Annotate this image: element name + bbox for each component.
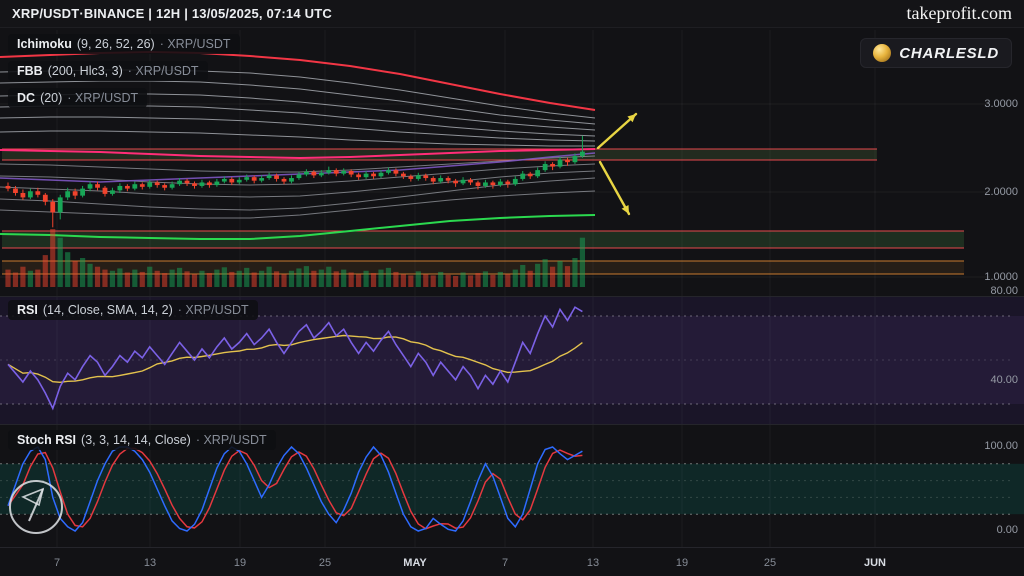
legend-rsi-params: (14, Close, SMA, 14, 2) xyxy=(42,303,173,317)
gold-coin-icon xyxy=(873,44,892,62)
time-axis-label[interactable]: 19 xyxy=(675,557,689,569)
legend-ichimoku-name: Ichimoku xyxy=(17,37,72,51)
legend-dc[interactable]: DC (20) · XRP/USDT xyxy=(8,88,148,108)
legend-ichimoku-params: (9, 26, 52, 26) xyxy=(76,37,155,51)
legend-dc-symbol: · XRP/USDT xyxy=(67,91,139,105)
chart-title: XRP/USDT·BINANCE | 12H | 13/05/2025, 07:… xyxy=(12,6,332,21)
price-scale-label[interactable]: 80.00 xyxy=(990,285,1018,297)
legend-stoch-rsi[interactable]: Stoch RSI (3, 3, 14, 14, Close) · XRP/US… xyxy=(8,430,276,450)
charlesld-watermark: CHARLESLD xyxy=(860,38,1012,68)
price-scale-label[interactable]: 40.00 xyxy=(990,374,1018,386)
legend-dc-name: DC xyxy=(17,91,36,105)
time-axis-label[interactable]: 13 xyxy=(143,557,157,569)
price-scale-label[interactable]: 0.00 xyxy=(996,524,1018,536)
time-axis-label[interactable]: 7 xyxy=(53,557,61,569)
time-axis-label[interactable]: 13 xyxy=(586,557,600,569)
legend-fbb-name: FBB xyxy=(17,64,43,78)
legend-stoch-rsi-symbol: · XRP/USDT xyxy=(195,433,267,447)
legend-ichimoku-symbol: · XRP/USDT xyxy=(159,37,231,51)
price-scale-label[interactable]: 100.00 xyxy=(984,440,1018,452)
legend-rsi-name: RSI xyxy=(17,303,38,317)
legend-dc-params: (20) xyxy=(40,91,63,105)
time-axis-label[interactable]: 7 xyxy=(501,557,509,569)
legend-rsi[interactable]: RSI (14, Close, SMA, 14, 2) · XRP/USDT xyxy=(8,300,258,320)
takeprofit-brand: takeprofit.com xyxy=(906,3,1012,23)
time-axis-label[interactable]: MAY xyxy=(403,557,427,569)
legend-fbb-params: (200, Hlc3, 3) xyxy=(47,64,123,78)
time-axis-label[interactable]: JUN xyxy=(863,557,887,569)
price-scale-label[interactable]: 1.0000 xyxy=(984,271,1018,283)
legend-fbb[interactable]: FBB (200, Hlc3, 3) · XRP/USDT xyxy=(8,61,208,81)
legend-stoch-rsi-params: (3, 3, 14, 14, Close) xyxy=(81,433,191,447)
legend-stoch-rsi-name: Stoch RSI xyxy=(17,433,77,447)
legend-fbb-symbol: · XRP/USDT xyxy=(127,64,199,78)
price-scale-label[interactable]: 2.0000 xyxy=(984,186,1018,198)
time-axis-label[interactable]: 25 xyxy=(763,557,777,569)
time-axis-label[interactable]: 19 xyxy=(233,557,247,569)
charlesld-watermark-text: CHARLESLD xyxy=(899,44,999,62)
legend-rsi-symbol: · XRP/USDT xyxy=(177,303,249,317)
time-axis-label[interactable]: 25 xyxy=(318,557,332,569)
price-scale-label[interactable]: 3.0000 xyxy=(984,98,1018,110)
legend-ichimoku[interactable]: Ichimoku (9, 26, 52, 26) · XRP/USDT xyxy=(8,34,240,54)
header-bar: XRP/USDT·BINANCE | 12H | 13/05/2025, 07:… xyxy=(0,0,1024,28)
